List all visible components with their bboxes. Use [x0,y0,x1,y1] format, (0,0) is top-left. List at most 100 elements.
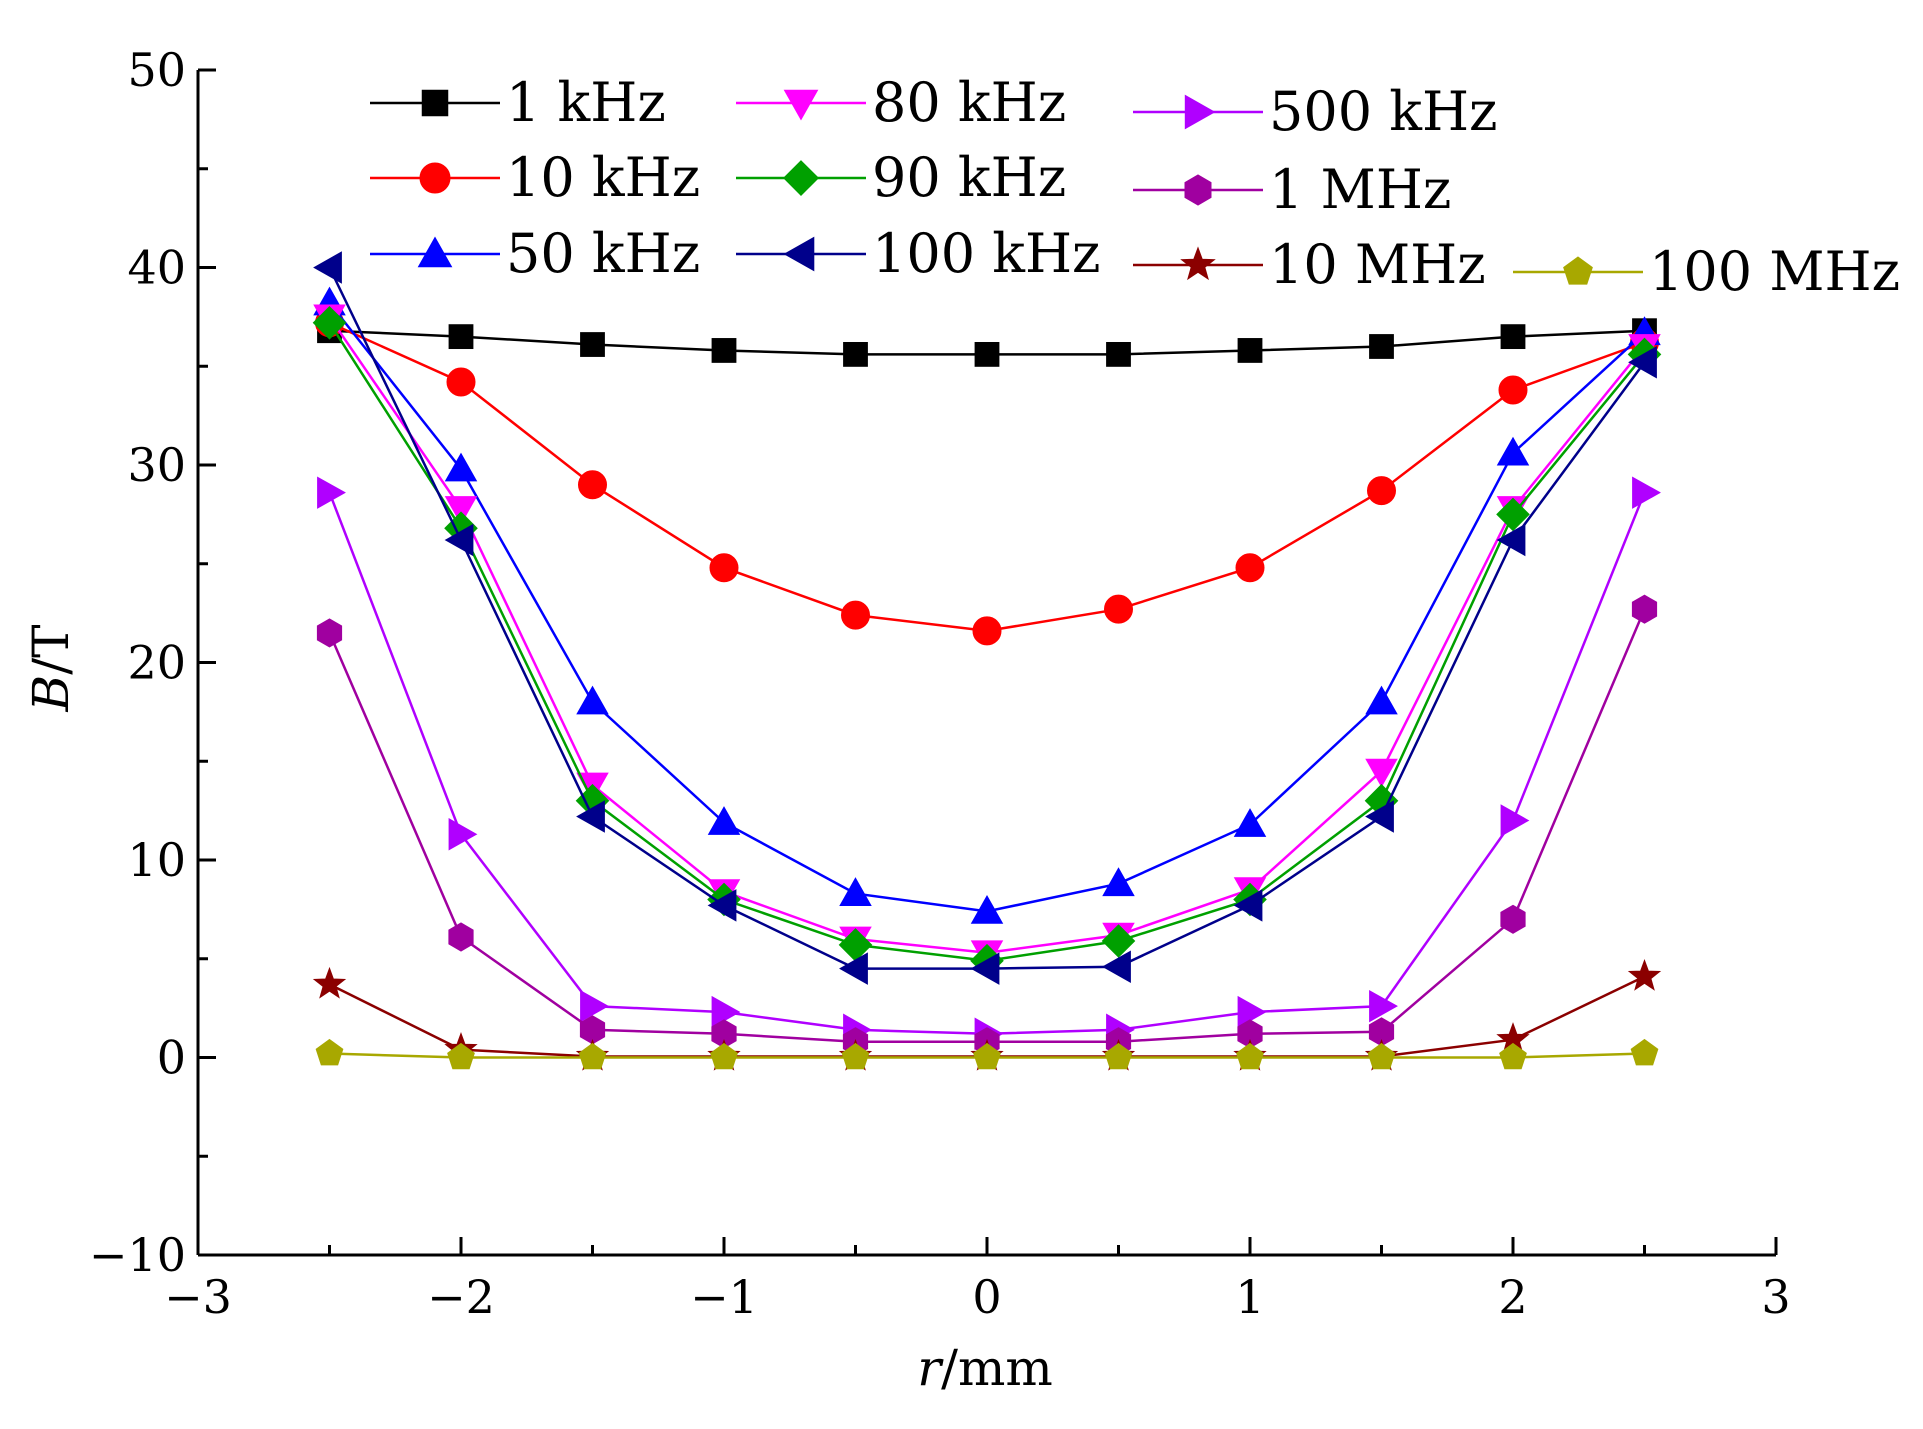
data-point [972,616,1002,646]
legend-item: 10 MHz [1133,233,1486,296]
data-point [312,305,347,340]
data-point [1365,685,1398,715]
legend-label: 10 MHz [1269,233,1486,296]
y-axis-var: B [22,675,80,713]
legend-label: 1 kHz [506,71,666,134]
data-point [313,251,342,284]
x-axis-title: r/mm [917,1339,1053,1397]
x-tick-label: 3 [1761,1270,1790,1324]
x-tick-label: 2 [1498,1270,1527,1324]
data-point [1498,375,1528,405]
data-point [1627,958,1662,991]
data-point [970,952,1000,985]
data-point [1628,346,1657,379]
data-point [1369,989,1398,1023]
data-point [711,995,741,1029]
legend-label: 80 kHz [872,71,1066,134]
data-point [444,496,478,525]
legend-label: 1 MHz [1269,158,1451,221]
data-point [1365,800,1394,833]
legend-marker [421,89,449,117]
legend-marker [1184,174,1212,206]
series-line [328,302,1646,913]
x-tick-label: 1 [1235,1270,1264,1324]
legend: 1 kHz 10 kHz 50 kHz 80 kHz 90 kHz 100 kHz 500 … [370,71,1900,303]
data-point [316,618,343,648]
legend-item: 50 kHz [370,222,700,285]
legend-label: 100 kHz [872,222,1101,285]
data-point [578,1042,607,1070]
data-point [1237,338,1263,363]
data-point [973,1042,1001,1070]
y-tick-label: 50 [127,43,186,97]
legend-marker [1184,94,1216,130]
data-point [707,806,741,835]
legend-item: 1 MHz [1133,158,1451,221]
data-point [1233,808,1267,837]
data-point [315,1038,344,1066]
data-point [839,877,872,906]
y-axis-title: B/T [22,625,80,713]
x-axis-unit: /mm [941,1339,1053,1397]
series-100-mhz [315,1038,1659,1070]
data-point [841,1042,870,1070]
data-point [1632,476,1661,509]
legend-marker [783,236,815,272]
data-point [710,1042,738,1070]
data-point [1500,804,1530,837]
data-point [1500,904,1526,934]
legend-marker [783,160,820,197]
data-point [970,894,1004,924]
data-point [1365,758,1398,788]
data-point [317,476,346,509]
y-tick-label: 10 [127,833,186,887]
data-point [447,1042,475,1070]
x-tick-label: −3 [164,1270,232,1324]
legend-label: 500 kHz [1269,80,1498,143]
data-point [974,342,1000,367]
data-point [1369,334,1394,359]
legend-label: 50 kHz [506,222,700,285]
data-point [444,452,478,482]
x-tick-label: −2 [427,1270,495,1324]
legend-marker [417,236,453,268]
data-point [576,685,609,715]
data-point [1630,1038,1659,1066]
data-point [707,889,737,922]
data-point [1101,924,1136,958]
data-point [1631,594,1658,624]
data-point [580,989,609,1023]
data-point [841,600,870,630]
data-point [1499,1042,1527,1070]
y-tick-label: 30 [127,438,186,492]
data-point [580,332,605,357]
series-layer [312,251,1662,1071]
x-axis-var: r [917,1339,944,1397]
data-point [576,800,605,833]
legend-item: 80 kHz [736,71,1066,134]
legend-label: 10 kHz [506,146,700,209]
data-point [1102,950,1131,983]
data-point [1496,523,1526,557]
series-1-mhz [316,594,1658,1057]
y-tick-label: 0 [157,1031,186,1085]
legend-item: 500 kHz [1133,80,1498,143]
legend-marker [419,162,451,194]
legend-marker [783,89,819,121]
data-point [446,367,476,397]
data-point [1496,497,1530,532]
y-tick-label: −10 [89,1228,186,1282]
legend-marker [1180,246,1216,281]
data-point [1367,1042,1396,1070]
legend-marker [1563,256,1593,285]
legend-item: 100 kHz [736,222,1101,285]
data-point [1235,553,1265,583]
data-point [312,966,347,999]
data-point [448,922,474,952]
series-1-khz [317,318,1657,367]
data-point [1496,436,1530,466]
data-point [1500,324,1526,350]
series-100-khz [313,251,1657,985]
